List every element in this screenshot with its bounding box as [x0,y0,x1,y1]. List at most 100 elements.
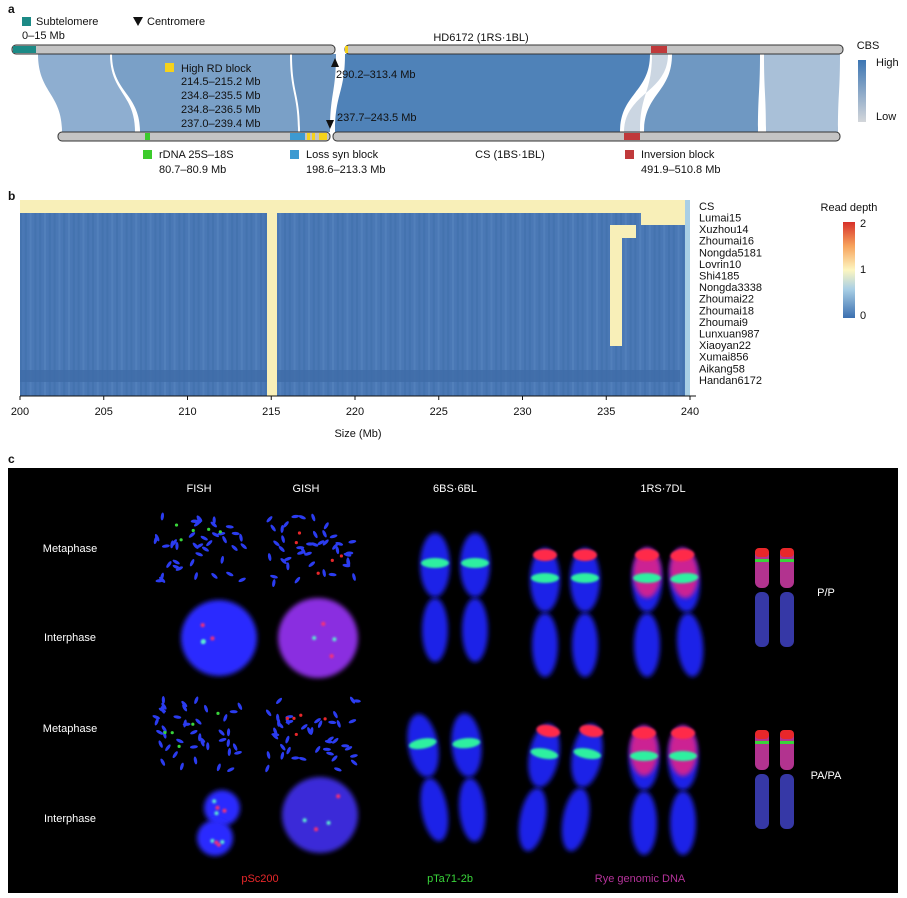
chromosome-spread [190,730,198,735]
heatmap-texture [567,213,570,396]
chromosome-spread [194,696,199,705]
inversion-mark [624,133,640,140]
signal [332,637,337,642]
heatmap-texture [423,213,426,396]
chromosome-spread [227,767,235,772]
heatmap-texture [360,213,363,396]
label: 234.8–235.5 Mb [181,90,261,102]
x-tick-label: 220 [346,406,364,418]
chromosome-spread [272,579,276,588]
chromosome-spread [308,561,316,567]
signal [294,732,298,737]
heatmap-row [20,370,680,382]
signal [218,530,222,534]
heatmap-texture [87,213,90,396]
heatmap-texture [653,213,656,396]
row-label: Lunxuan987 [699,329,760,341]
signal [212,799,217,804]
probe-label: pSc200 [241,873,278,885]
synteny-ribbon [624,54,668,132]
chromosome-image [407,713,449,842]
signal [214,840,219,845]
heatmap-texture [624,213,627,396]
heatmap-texture [552,213,555,396]
heatmap-texture [543,213,546,396]
chromosome-spread [193,521,201,527]
signal [292,716,296,720]
chromosome-spread [270,524,276,532]
heatmap-texture [648,213,651,396]
schematic-short-arm [780,730,794,770]
psc200-signal [635,549,659,561]
chromosome-spread [341,744,350,748]
heatmap-texture [24,213,27,396]
heatmap-texture [605,213,608,396]
chromosome-spread [156,730,164,735]
heatmap-texture [322,213,325,396]
synteny-ribbon [38,54,135,132]
chromosome-spread [176,738,184,744]
label: 234.8–236.5 Mb [181,104,261,116]
heatmap-texture [447,213,450,396]
legend-swatch [290,150,299,159]
heatmap-texture [44,213,46,396]
chromosome-spread [227,748,231,757]
heatmap-texture [509,213,512,396]
chromosome-spread [220,555,224,564]
row-label: Zhoumai22 [699,294,754,306]
chromosome-spread [300,547,306,555]
chromosome-spread [211,532,220,538]
heatmap-texture [658,213,661,396]
label: 491.9–510.8 Mb [641,164,721,176]
heatmap-texture [572,213,574,396]
chromosome-arm [561,788,590,852]
chromosome-arm [422,598,448,662]
heatmap-texture [663,213,666,396]
label: High [876,57,899,69]
heatmap-texture [394,213,397,396]
schematic-band [780,559,794,562]
chromosome-spread [181,700,188,708]
row-label: Lovrin10 [699,259,741,271]
heatmap-texture [538,213,541,396]
chromosome-image [451,713,486,842]
x-tick-label: 225 [430,406,448,418]
chromosome-spread [201,546,209,552]
chromosome-spread [331,755,338,762]
chromosome-spread [298,515,306,520]
centromere [326,120,334,129]
chromosome-spread [298,756,307,761]
chromosome-image [518,723,561,852]
chromosome-spread [189,745,198,749]
row-label: Interphase [44,632,96,644]
heatmap-texture [154,213,157,396]
row-label: Xumai856 [699,352,749,364]
legend-title: Read depth [821,202,878,214]
chromosome-spread [307,727,312,735]
chromosome-spread [229,710,238,714]
panel-label: c [8,452,15,466]
heatmap-texture [432,213,435,396]
heatmap-texture [600,213,603,396]
chromosome-spread [206,742,210,751]
heatmap-texture [524,213,526,396]
signal [323,717,327,721]
chromosome-spread [324,739,333,744]
chromosome-image [668,726,698,855]
chromosome-spread [332,543,339,550]
signal [316,571,320,575]
heatmap-texture [188,213,190,396]
colorbar [858,60,866,122]
heatmap-texture [53,213,56,396]
chromosome-spread [350,754,358,758]
heatmap-texture [591,213,594,396]
synteny-ribbon [764,54,840,132]
chromosome-spread [328,720,337,725]
chromosome-spread [286,746,291,755]
signal [314,827,319,832]
signal [191,528,195,533]
heatmap-texture [404,213,406,396]
micrographs [152,512,794,856]
heatmap-texture [365,213,368,396]
heatmap-texture [159,213,162,396]
